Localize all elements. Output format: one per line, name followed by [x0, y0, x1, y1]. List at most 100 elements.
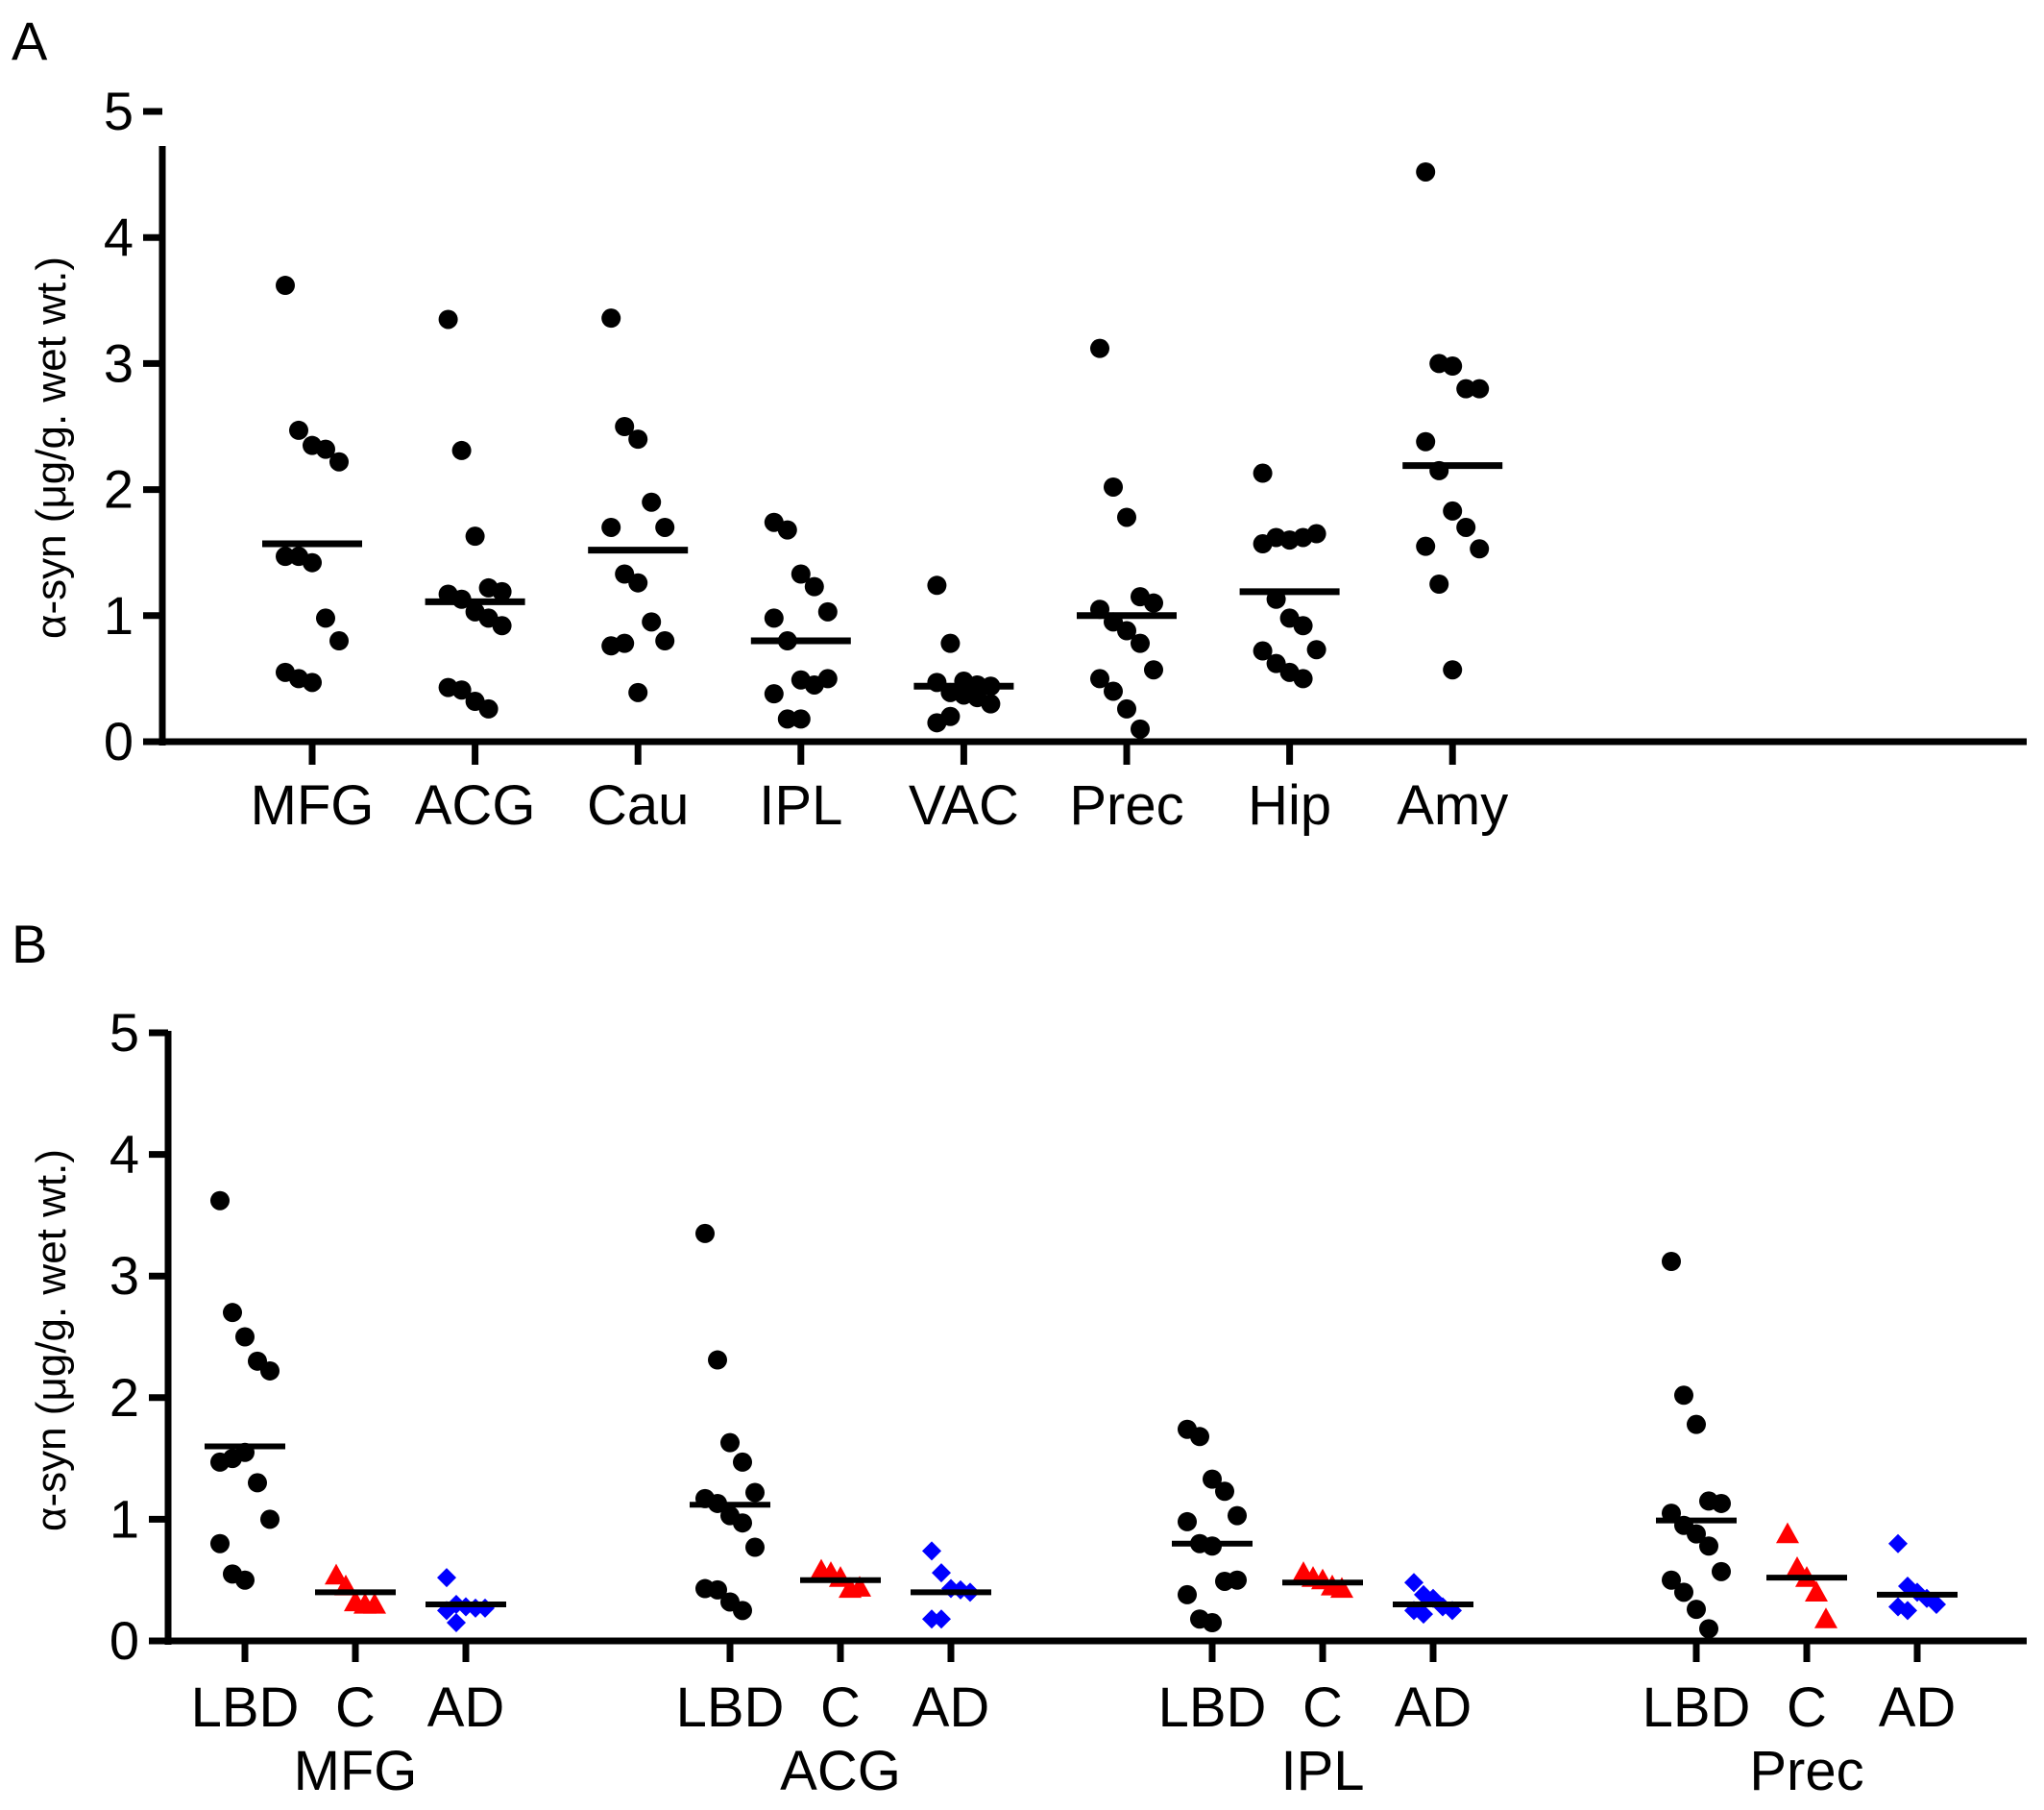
panel-a-y-tick-label: 1 — [104, 585, 134, 646]
panel-a-point — [1253, 534, 1273, 554]
panel-a-point — [1416, 161, 1436, 182]
panel-b-point-ad — [922, 1541, 941, 1561]
panel-b-point-lbd — [1203, 1469, 1222, 1489]
panel-b-subcategory-label: C — [1787, 1676, 1827, 1739]
panel-a-category-label: ACG — [415, 774, 536, 837]
panel-a-point — [1306, 640, 1326, 660]
panel-a-point — [817, 601, 838, 622]
panel-b-point-lbd — [235, 1327, 255, 1347]
panel-a-point — [1456, 517, 1476, 537]
panel-b-y-tick-label: 1 — [110, 1488, 139, 1549]
panel-a-point — [804, 576, 824, 597]
panel-a-point — [791, 564, 811, 584]
panel-b-point-ad — [932, 1609, 951, 1629]
panel-a-point — [451, 680, 472, 700]
panel-a-y-tick-label: 0 — [104, 711, 134, 771]
panel-a-point — [777, 520, 797, 540]
panel-b-point-ad — [447, 1613, 466, 1633]
panel-a-point — [628, 682, 648, 702]
panel-b-point-c — [848, 1576, 871, 1597]
panel-b-point-ad — [1414, 1604, 1433, 1625]
panel-a-point — [1117, 621, 1136, 641]
panel-a-point — [1253, 463, 1273, 483]
panel-a-point — [1144, 593, 1163, 613]
panel-a-point — [1306, 524, 1326, 544]
panel-a-point — [438, 309, 458, 330]
panel-a-point — [303, 552, 322, 573]
panel-b-point-lbd — [235, 1570, 255, 1590]
panel-a-point — [1131, 633, 1150, 653]
panel-b-subcategory-label: AD — [912, 1676, 990, 1739]
panel-a-point — [316, 608, 335, 628]
panel-a-point — [981, 694, 1001, 714]
panel-a-point — [1456, 379, 1476, 399]
panel-a-point — [642, 492, 662, 512]
panel-b-point-lbd — [248, 1473, 267, 1493]
panel-b-point-c — [1330, 1577, 1353, 1599]
panel-b-point-ad — [1927, 1595, 1946, 1615]
panel-a-point — [1090, 669, 1109, 689]
panel-a-category-label: IPL — [759, 774, 842, 837]
panel-b-point-lbd — [1699, 1619, 1718, 1639]
panel-a-point — [615, 417, 635, 436]
panel-b-point-lbd — [1699, 1536, 1718, 1556]
panel-a-y-tick-label: 5 — [104, 81, 134, 141]
panel-a-point — [1416, 536, 1436, 556]
panel-b-point-lbd — [1228, 1505, 1247, 1526]
panel-a-category-label: Amy — [1397, 774, 1508, 837]
panel-b-point-lbd — [1178, 1584, 1197, 1604]
panel-b-point-lbd — [1712, 1493, 1731, 1513]
panel-a-point — [655, 631, 675, 651]
panel-b-point-lbd — [1662, 1570, 1681, 1590]
panel-a-mean-lines — [262, 462, 1503, 690]
panel-b-point-lbd — [745, 1537, 765, 1557]
panel-b-subcategory-label: AD — [1879, 1676, 1957, 1739]
panel-a-point — [1443, 356, 1463, 377]
panel-a-point — [1429, 575, 1449, 594]
panel-b-subcategory-label: C — [335, 1676, 376, 1739]
panel-a-y-axis-label: α-syn (μg/g. wet wt.) — [28, 257, 75, 639]
panel-a-point — [655, 517, 675, 537]
panel-a-point — [1104, 477, 1123, 497]
panel-a-point — [465, 526, 485, 547]
panel-a-point — [940, 633, 961, 653]
panel-b-points — [210, 1190, 1946, 1639]
panel-b-point-lbd — [260, 1509, 280, 1529]
panel-a-y-ticks: 0 1 2 3 4 5 — [104, 81, 162, 771]
panel-a-category-label: MFG — [251, 774, 375, 837]
panel-b-point-c — [1805, 1580, 1828, 1602]
panel-a-category-label: Hip — [1248, 774, 1331, 837]
panel-a-point — [329, 631, 349, 651]
panel-a-point — [1117, 507, 1136, 527]
panel-a-point — [764, 684, 784, 704]
panel-a-point — [492, 616, 512, 636]
panel-a-point — [791, 709, 811, 729]
panel-a-point — [628, 429, 648, 450]
panel-b-mean-lines — [205, 1443, 1958, 1608]
panel-b-group-label: MFG — [294, 1740, 418, 1802]
panel-a-point — [451, 440, 472, 460]
panel-b-point-c — [325, 1563, 348, 1585]
panel-b-point-c — [363, 1593, 386, 1614]
panel-b-point-lbd — [1203, 1613, 1222, 1633]
panel-a-point — [615, 633, 635, 653]
panel-b-point-lbd — [223, 1303, 242, 1323]
panel-b-point-lbd — [1228, 1570, 1247, 1590]
panel-b-subcategory-label: AD — [1395, 1676, 1472, 1739]
panel-b-point-ad — [1898, 1601, 1917, 1621]
panel-a-point — [1470, 539, 1490, 559]
panel-a-point — [1443, 501, 1463, 521]
panel-b-subcategory-label: LBD — [676, 1676, 785, 1739]
panel-b-point-lbd — [695, 1223, 715, 1243]
panel-b-point-c — [1776, 1522, 1799, 1544]
panel-a-point — [303, 673, 322, 693]
panel-a-point — [1117, 698, 1136, 719]
panel-b-point-lbd — [1687, 1524, 1706, 1544]
panel-a-point — [764, 608, 784, 628]
panel-a-letter: A — [12, 11, 48, 71]
panel-b-subcategory-label: AD — [427, 1676, 505, 1739]
panel-b-point-lbd — [1674, 1582, 1693, 1602]
panel-a-points — [276, 161, 1490, 739]
panel-a-point — [1416, 431, 1436, 452]
